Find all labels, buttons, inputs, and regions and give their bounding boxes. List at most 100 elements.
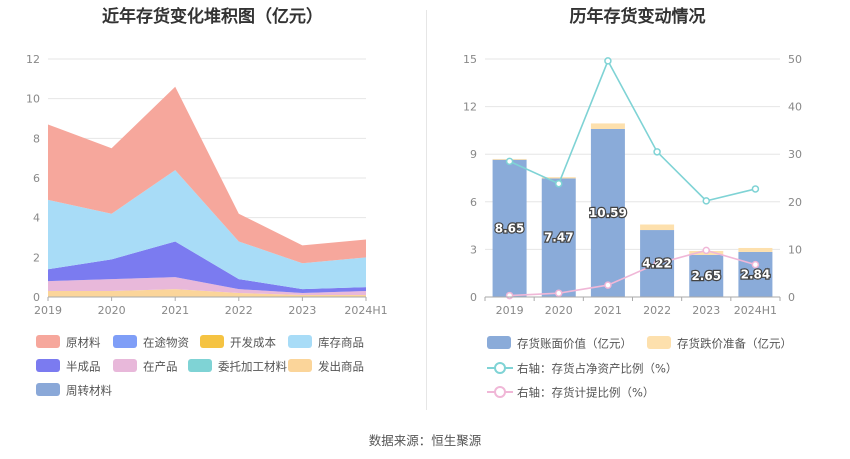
line-point bbox=[653, 259, 661, 268]
line-point bbox=[604, 281, 612, 289]
line-point bbox=[751, 260, 760, 269]
data-source-note: 数据来源：恒生聚源 bbox=[368, 433, 482, 448]
legend-item-outsourced[interactable]: 委托加工材料 bbox=[188, 358, 287, 374]
bar-book-value bbox=[590, 128, 625, 297]
x-tick-label: 2020 bbox=[545, 304, 573, 317]
bar-book-value bbox=[541, 178, 576, 297]
right-legend: 存货账面价值（亿元） 存货跌价准备（亿元） 右轴：存货占净资产比例（%） 右轴：… bbox=[425, 0, 850, 420]
bar-book-value bbox=[689, 254, 724, 297]
legend-item-dev-cost[interactable]: 开发成本 bbox=[200, 334, 276, 350]
bar-line-combo-chart: 0 3 6 9 12 15 0 10 20 30 40 50 8.65 7.47 10.59 4.22 2.65… bbox=[463, 53, 802, 317]
y2-tick-label: 0 bbox=[788, 291, 795, 304]
legend-swatch bbox=[36, 359, 60, 372]
line-point bbox=[555, 289, 563, 297]
legend-label: 发出商品 bbox=[318, 359, 364, 374]
bar-provision bbox=[590, 123, 625, 129]
legend-label: 右轴：存货占净资产比例（%） bbox=[517, 361, 678, 376]
legend-item-provision-ratio-line[interactable]: 右轴：存货计提比例（%） bbox=[487, 384, 654, 400]
legend-label: 在途物资 bbox=[143, 335, 189, 350]
y-tick-label: 4 bbox=[33, 212, 40, 225]
bar-provision bbox=[541, 177, 576, 179]
legend-item-book-value[interactable]: 存货账面价值（亿元） bbox=[487, 335, 632, 351]
y-tick-label: 15 bbox=[463, 53, 477, 66]
bar-book-value bbox=[492, 159, 527, 297]
legend-item-wip[interactable]: 在产品 bbox=[113, 358, 178, 374]
area-series bbox=[48, 86, 366, 264]
line-point bbox=[702, 246, 710, 255]
y-tick-label: 0 bbox=[33, 291, 40, 304]
x-tick-label: 2024H1 bbox=[344, 304, 387, 317]
bar-data-label: 4.22 bbox=[642, 257, 672, 271]
bar-data-label: 8.65 bbox=[495, 221, 525, 235]
legend-item-semi-finished[interactable]: 半成品 bbox=[36, 358, 101, 374]
area-series bbox=[48, 241, 366, 294]
x-tick-label: 2020 bbox=[98, 304, 126, 317]
line-point bbox=[751, 185, 760, 193]
legend-swatch bbox=[113, 335, 137, 348]
legend-label: 开发成本 bbox=[230, 335, 276, 350]
legend-swatch bbox=[36, 383, 60, 396]
line-point bbox=[604, 57, 612, 65]
line-point bbox=[702, 197, 710, 205]
y-tick-label: 12 bbox=[26, 53, 40, 66]
legend-item-finished-goods[interactable]: 库存商品 bbox=[288, 334, 364, 350]
legend-label: 在产品 bbox=[143, 359, 178, 374]
line-circle-icon bbox=[487, 385, 513, 398]
y2-tick-label: 10 bbox=[788, 243, 802, 256]
bar-data-label: 7.47 bbox=[544, 231, 574, 245]
line-series bbox=[509, 249, 756, 297]
y-tick-label: 6 bbox=[470, 196, 477, 209]
bar-provision bbox=[738, 247, 773, 252]
left-legend: 原材料 在途物资 开发成本 库存商品 半成品 在产品 委托加工材料 发出商品 周… bbox=[0, 0, 425, 420]
legend-item-turnover[interactable]: 周转材料 bbox=[36, 382, 112, 398]
legend-label: 周转材料 bbox=[66, 383, 112, 398]
legend-label: 存货跌价准备（亿元） bbox=[677, 336, 792, 351]
bar-data-label: 10.59 bbox=[589, 206, 627, 220]
line-point bbox=[555, 179, 563, 188]
area-series bbox=[48, 289, 366, 297]
legend-item-shipped[interactable]: 发出商品 bbox=[288, 358, 364, 374]
bar-book-value bbox=[738, 251, 773, 297]
y-tick-label: 9 bbox=[470, 148, 477, 161]
x-tick-label: 2023 bbox=[692, 304, 720, 317]
line-circle-icon bbox=[487, 361, 513, 374]
x-tick-label: 2021 bbox=[161, 304, 189, 317]
y2-tick-label: 40 bbox=[788, 101, 802, 114]
y-tick-label: 2 bbox=[33, 251, 40, 264]
legend-swatch bbox=[647, 336, 671, 349]
bar-provision bbox=[640, 224, 675, 231]
left-chart-title: 近年存货变化堆积图（亿元） bbox=[102, 7, 323, 27]
legend-label: 库存商品 bbox=[318, 335, 364, 350]
legend-label: 存货账面价值（亿元） bbox=[517, 336, 632, 351]
y2-tick-label: 30 bbox=[788, 148, 802, 161]
legend-swatch bbox=[487, 336, 511, 349]
y-tick-label: 12 bbox=[463, 101, 477, 114]
legend-label: 半成品 bbox=[66, 359, 101, 374]
legend-item-raw-material[interactable]: 原材料 bbox=[36, 334, 101, 350]
legend-label: 原材料 bbox=[66, 335, 101, 350]
right-chart-title: 历年存货变动情况 bbox=[569, 7, 706, 27]
legend-swatch bbox=[200, 335, 224, 348]
legend-item-in-transit[interactable]: 在途物资 bbox=[113, 334, 189, 350]
legend-swatch bbox=[288, 359, 312, 372]
legend-swatch bbox=[288, 335, 312, 348]
legend-item-provision[interactable]: 存货跌价准备（亿元） bbox=[647, 335, 792, 351]
line-series bbox=[509, 59, 756, 202]
y2-tick-label: 20 bbox=[788, 196, 802, 209]
bar-data-label: 2.65 bbox=[691, 269, 721, 283]
x-tick-label: 2019 bbox=[34, 304, 62, 317]
legend-swatch bbox=[113, 359, 137, 372]
legend-swatch bbox=[188, 359, 212, 372]
area-series bbox=[48, 277, 366, 296]
x-tick-label: 2024H1 bbox=[734, 304, 777, 317]
legend-swatch bbox=[36, 335, 60, 348]
x-tick-label: 2023 bbox=[288, 304, 316, 317]
x-tick-label: 2022 bbox=[225, 304, 253, 317]
y2-tick-label: 50 bbox=[788, 53, 802, 66]
y-tick-label: 3 bbox=[470, 243, 477, 256]
legend-label: 右轴：存货计提比例（%） bbox=[517, 385, 655, 400]
x-tick-label: 2019 bbox=[496, 304, 524, 317]
legend-item-ratio-line[interactable]: 右轴：存货占净资产比例（%） bbox=[487, 360, 677, 376]
y-tick-label: 8 bbox=[33, 132, 40, 145]
y-tick-label: 0 bbox=[470, 291, 477, 304]
